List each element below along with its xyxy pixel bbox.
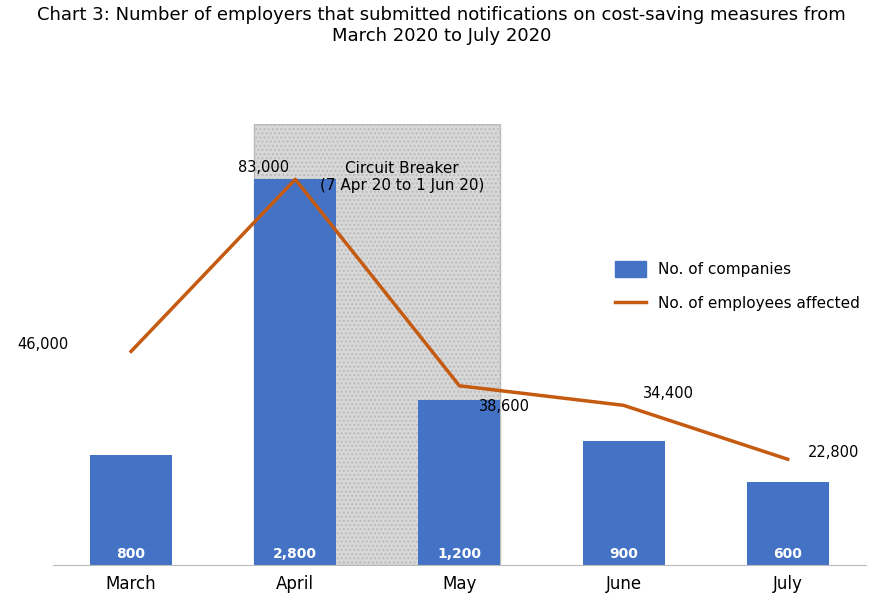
Text: 600: 600	[774, 547, 802, 561]
Bar	[254, 123, 501, 565]
Text: 1,200: 1,200	[437, 547, 481, 561]
Text: 22,800: 22,800	[807, 445, 859, 460]
Text: 46,000: 46,000	[18, 337, 69, 352]
Bar	[747, 483, 829, 565]
Bar	[583, 441, 665, 565]
Text: 2,800: 2,800	[273, 547, 317, 561]
Text: 900: 900	[609, 547, 638, 561]
Text: 38,600: 38,600	[479, 399, 530, 414]
Text: 800: 800	[117, 547, 146, 561]
Text: Chart 3: Number of employers that submitted notifications on cost-saving measure: Chart 3: Number of employers that submit…	[37, 6, 846, 45]
Text: Circuit Breaker
(7 Apr 20 to 1 Jun 20): Circuit Breaker (7 Apr 20 to 1 Jun 20)	[320, 161, 484, 193]
Bar	[90, 455, 172, 565]
Bar	[254, 179, 336, 565]
Text: 83,000: 83,000	[238, 160, 289, 175]
Text: 34,400: 34,400	[644, 386, 694, 401]
Legend: No. of companies, No. of employees affected: No. of companies, No. of employees affec…	[609, 255, 866, 317]
Bar	[419, 399, 501, 565]
